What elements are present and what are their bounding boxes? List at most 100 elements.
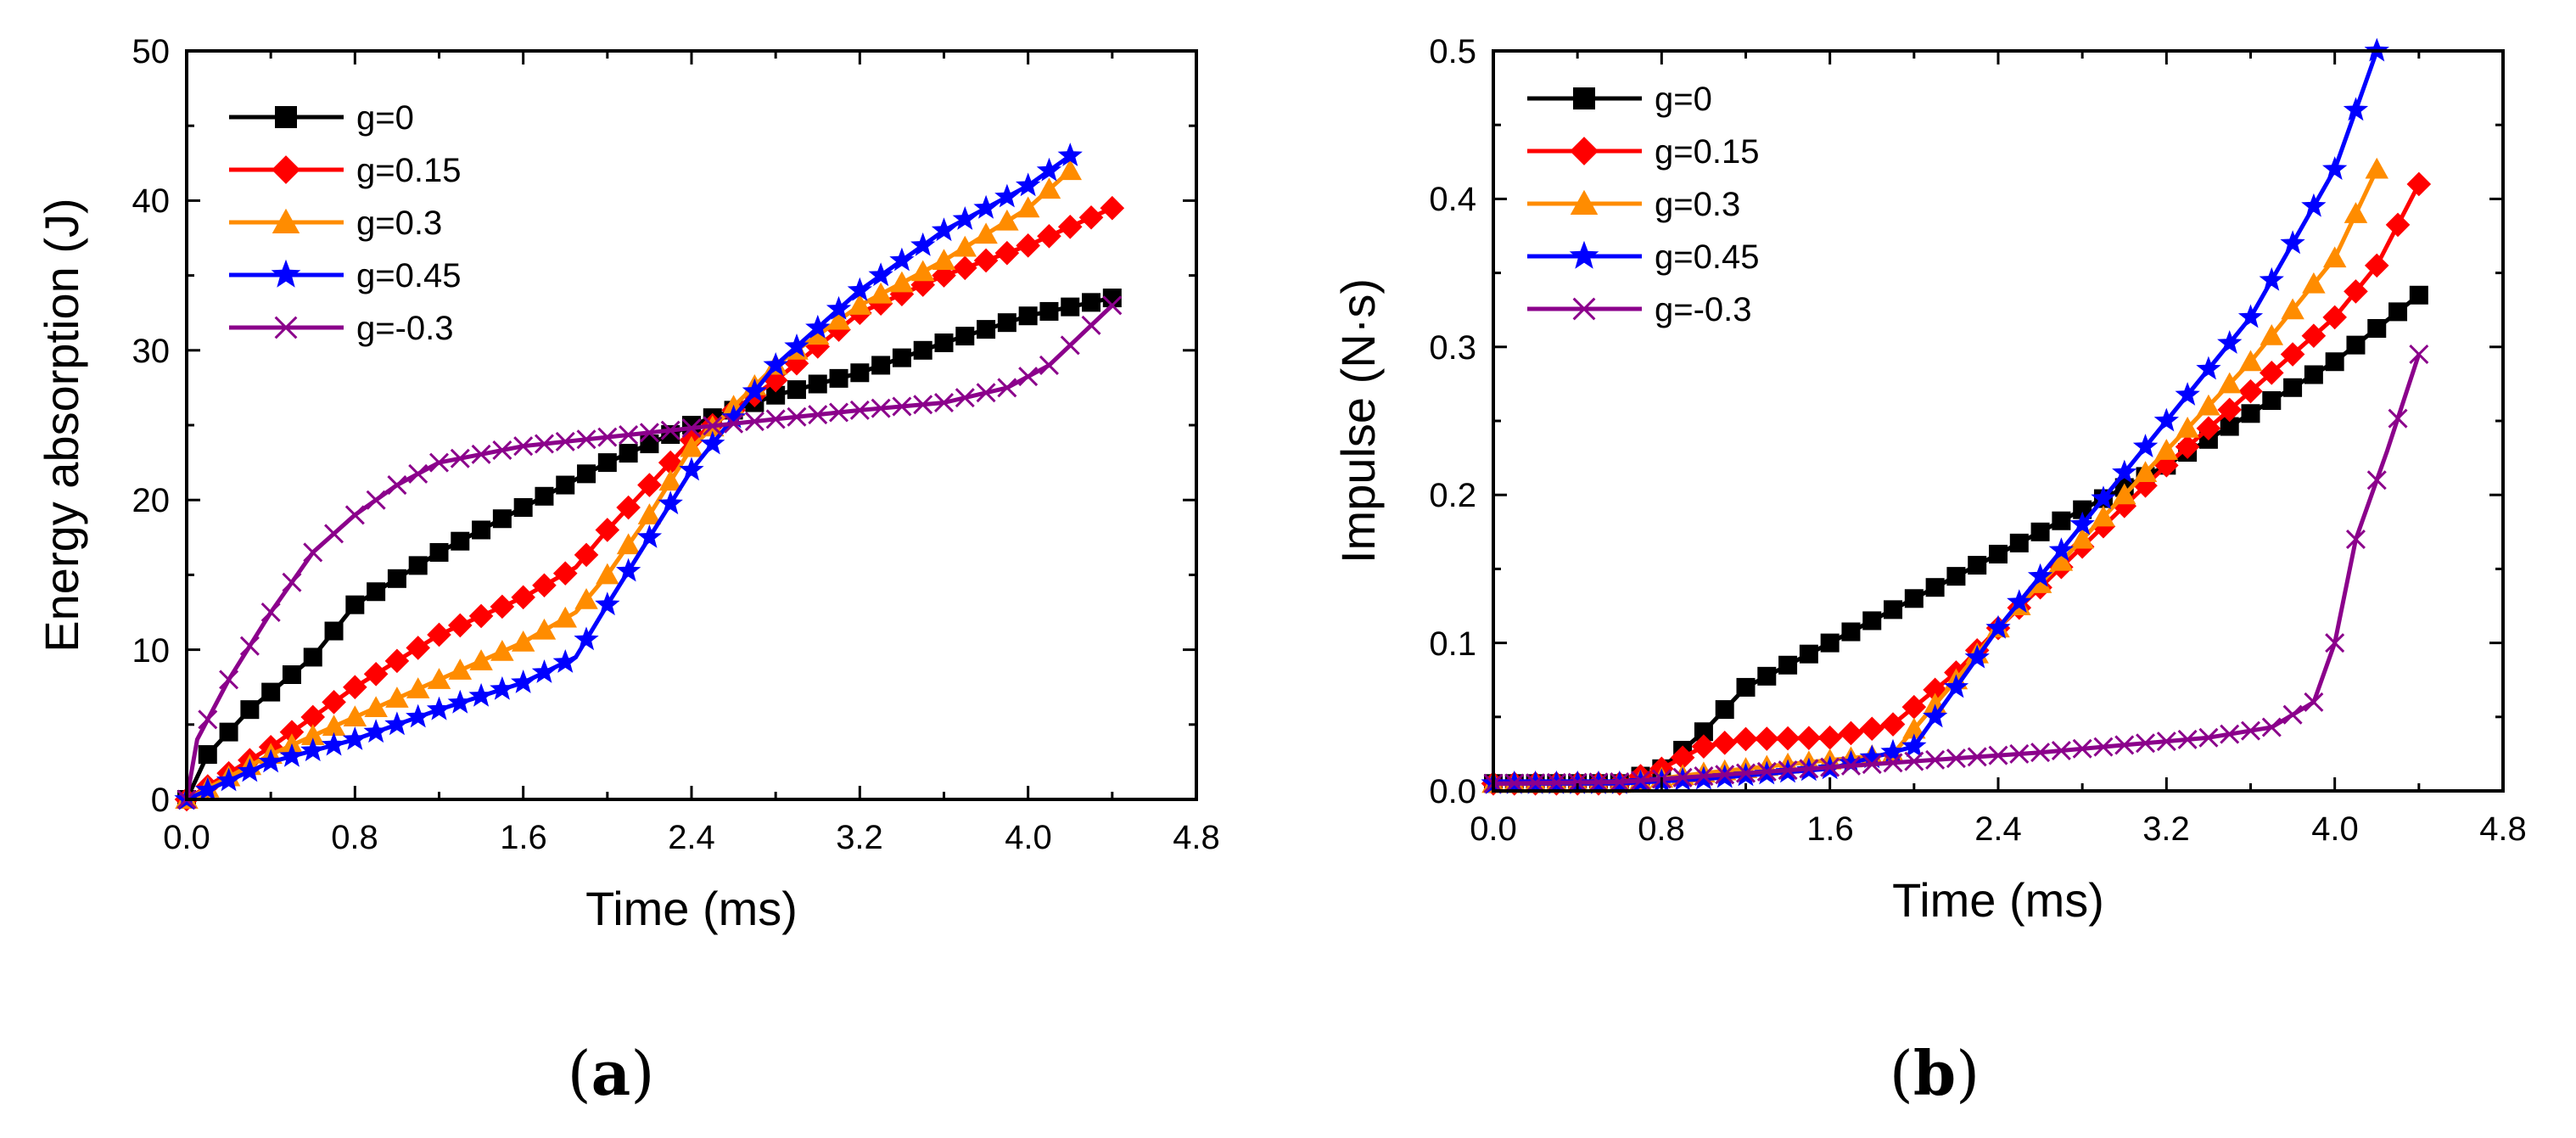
data-point [198, 745, 217, 765]
series-line [1493, 182, 2422, 786]
data-point [931, 217, 957, 242]
data-point [2260, 323, 2284, 345]
data-point [553, 606, 577, 628]
data-point [2238, 378, 2263, 404]
data-point [1670, 745, 1695, 771]
data-point [952, 255, 977, 281]
data-point [1735, 763, 1756, 783]
panel-a-xtick-label: 4.8 [1173, 819, 1220, 856]
data-point [282, 665, 301, 684]
data-point [2196, 356, 2221, 380]
data-point [363, 719, 389, 743]
panel-b-plot-frame [1492, 49, 2505, 793]
data-point [2136, 733, 2156, 754]
data-point [531, 659, 557, 683]
data-point [890, 271, 914, 293]
data-point [2241, 404, 2260, 423]
panel-a-ytick-label: 0 [151, 782, 170, 819]
data-point [1796, 726, 1822, 750]
data-point [345, 595, 365, 614]
data-point [953, 235, 977, 257]
data-point [2366, 470, 2387, 491]
legend-marker [275, 106, 297, 128]
data-point [577, 464, 596, 484]
series-line [185, 154, 1072, 802]
data-point [427, 622, 451, 647]
data-point [977, 320, 996, 339]
data-point [574, 626, 599, 651]
data-point [868, 262, 893, 287]
data-point [1039, 301, 1059, 321]
data-point [1504, 773, 1525, 793]
data-point [303, 542, 323, 563]
data-point [1923, 704, 1948, 728]
data-point [636, 524, 663, 548]
data-point [451, 531, 470, 551]
panel-a-ytick-label: 30 [132, 333, 171, 370]
data-point [2409, 345, 2429, 365]
data-point [2388, 302, 2408, 322]
data-point [324, 524, 344, 544]
data-point [913, 395, 933, 415]
data-point [1102, 295, 1123, 316]
data-point [321, 732, 347, 756]
data-point [763, 352, 788, 376]
data-point [640, 434, 659, 454]
data-point [2388, 408, 2408, 429]
data-point [2133, 461, 2158, 483]
panel-b-xtick-label: 4.8 [2479, 810, 2527, 848]
data-point [240, 700, 260, 720]
data-point [1756, 761, 1777, 782]
data-point [2048, 537, 2074, 562]
data-point [282, 572, 302, 592]
panel-b-xtick-label: 3.2 [2142, 810, 2190, 848]
data-point [1631, 771, 1651, 791]
data-point [1925, 749, 1946, 770]
data-point [2364, 253, 2389, 278]
data-point [2345, 530, 2366, 550]
data-point [387, 475, 407, 496]
data-point [2049, 549, 2074, 571]
data-point [1546, 772, 1566, 793]
data-point [2070, 527, 2094, 549]
data-point [1862, 754, 1882, 775]
data-point [408, 463, 428, 484]
data-point [532, 618, 557, 640]
data-point [513, 436, 534, 457]
legend-label: g=-0.3 [1655, 291, 1752, 328]
data-point [637, 503, 662, 524]
legend-label: g=0.45 [1655, 238, 1759, 276]
legend-marker [272, 155, 300, 184]
data-point [2322, 305, 2347, 330]
data-point [1754, 726, 1779, 751]
data-point [1859, 744, 1884, 769]
data-point [1838, 749, 1864, 774]
data-point [447, 613, 473, 638]
data-point [829, 402, 849, 423]
panel-b-xtick-label: 1.6 [1806, 810, 1854, 848]
data-point [2281, 298, 2304, 320]
data-point [1778, 760, 1798, 781]
data-point [1946, 567, 1966, 586]
data-point [787, 380, 806, 400]
data-point [534, 434, 554, 454]
panel-a-ticks [185, 49, 1198, 801]
data-point [301, 724, 325, 746]
panel-a-ytick-label: 20 [132, 482, 171, 519]
panel-a-xtick-label: 3.2 [836, 819, 883, 856]
panel-a-xtick-label: 0.8 [331, 819, 378, 856]
legend-marker [1569, 240, 1599, 269]
data-point [492, 509, 512, 529]
data-point [703, 416, 723, 436]
data-point [2153, 407, 2179, 432]
data-point [1840, 755, 1861, 776]
data-point [2112, 459, 2137, 484]
data-point [1715, 765, 1735, 785]
data-point [619, 444, 638, 463]
data-point [1081, 315, 1101, 335]
data-point [258, 748, 283, 773]
data-point [1841, 622, 1861, 642]
data-point [658, 469, 682, 491]
data-point [1057, 214, 1083, 239]
data-point [597, 427, 618, 447]
